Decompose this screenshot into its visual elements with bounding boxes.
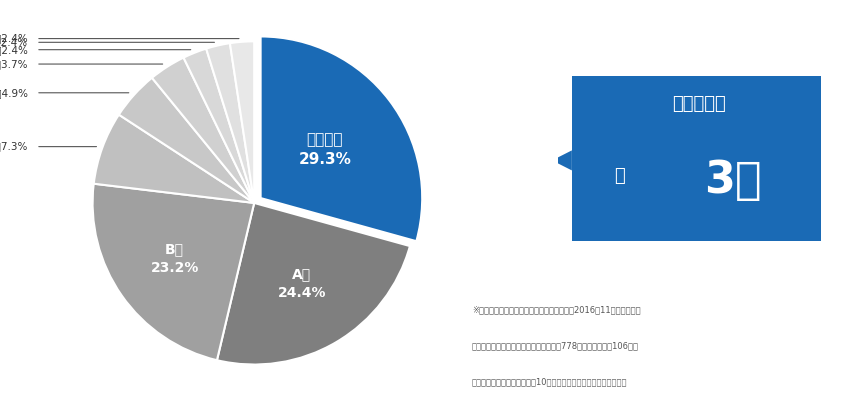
Text: F社　2.4%: F社 2.4% — [0, 45, 28, 55]
Text: 約: 約 — [614, 168, 625, 185]
Wedge shape — [230, 41, 254, 203]
Polygon shape — [552, 150, 572, 170]
FancyBboxPatch shape — [572, 76, 821, 241]
Text: 調査方法：電話アンケート、対象数：778件（有効回答数106件）: 調査方法：電話アンケート、対象数：778件（有効回答数106件） — [472, 342, 639, 350]
Text: ブラザー
29.3%: ブラザー 29.3% — [299, 132, 352, 166]
Wedge shape — [217, 203, 410, 365]
Wedge shape — [206, 43, 254, 203]
Wedge shape — [184, 49, 254, 203]
Wedge shape — [261, 36, 422, 241]
Text: C社　7.3%: C社 7.3% — [0, 142, 28, 152]
Text: 3割: 3割 — [704, 159, 762, 202]
Text: ブラザーが: ブラザーが — [673, 95, 726, 113]
Text: 調査対象：主要都市で開業10年以内の無床診療所（全診療科目）: 調査対象：主要都市で開業10年以内の無床診療所（全診療科目） — [472, 377, 627, 387]
Wedge shape — [152, 58, 254, 203]
Text: H社　2.4%: H社 2.4% — [0, 34, 28, 44]
Wedge shape — [93, 184, 254, 360]
Text: A社
24.4%: A社 24.4% — [278, 267, 326, 300]
Wedge shape — [94, 115, 254, 203]
Text: ※メディキャスト社、エグゼメディカル社が2016年11月に合同調査: ※メディキャスト社、エグゼメディカル社が2016年11月に合同調査 — [472, 306, 641, 314]
Wedge shape — [119, 78, 254, 203]
Text: D社　4.9%: D社 4.9% — [0, 88, 28, 98]
Text: B社
23.2%: B社 23.2% — [150, 242, 199, 275]
Text: G社　2.4%: G社 2.4% — [0, 37, 28, 47]
Text: E社　3.7%: E社 3.7% — [0, 59, 28, 69]
